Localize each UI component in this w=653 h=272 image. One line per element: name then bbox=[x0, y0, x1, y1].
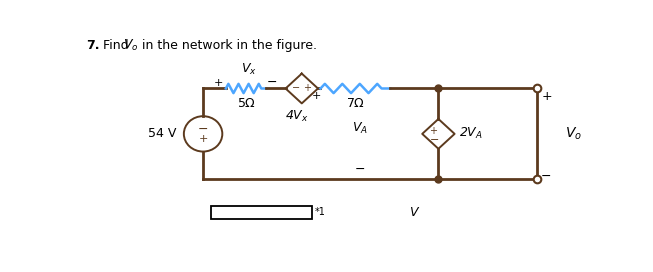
Text: $V_x$: $V_x$ bbox=[241, 62, 257, 77]
Text: 7$\Omega$: 7$\Omega$ bbox=[346, 97, 365, 110]
Text: 4$V_x$: 4$V_x$ bbox=[285, 109, 309, 124]
Text: 54 V: 54 V bbox=[148, 127, 177, 140]
Text: 2$V_A$: 2$V_A$ bbox=[458, 126, 483, 141]
Text: +: + bbox=[199, 134, 208, 144]
Text: $V_A$: $V_A$ bbox=[352, 121, 368, 136]
Text: +: + bbox=[311, 91, 321, 101]
Text: −: − bbox=[541, 171, 552, 183]
Text: −: − bbox=[355, 162, 365, 175]
Text: $V_o$: $V_o$ bbox=[565, 126, 582, 142]
Text: +: + bbox=[429, 126, 438, 136]
Text: −: − bbox=[198, 123, 208, 136]
Text: +: + bbox=[214, 78, 223, 88]
Text: 7.: 7. bbox=[86, 39, 99, 52]
Text: in the network in the figure.: in the network in the figure. bbox=[138, 39, 317, 52]
Text: V: V bbox=[409, 206, 417, 219]
Text: −: − bbox=[430, 135, 439, 146]
Text: $V_o$: $V_o$ bbox=[123, 38, 138, 53]
Text: 5$\Omega$: 5$\Omega$ bbox=[236, 97, 255, 110]
Text: −: − bbox=[267, 76, 278, 89]
Text: Find: Find bbox=[103, 39, 133, 52]
FancyBboxPatch shape bbox=[211, 206, 312, 219]
Text: +: + bbox=[303, 84, 311, 94]
Text: *1: *1 bbox=[315, 207, 325, 217]
Text: +: + bbox=[541, 90, 552, 103]
Text: −: − bbox=[292, 84, 300, 94]
